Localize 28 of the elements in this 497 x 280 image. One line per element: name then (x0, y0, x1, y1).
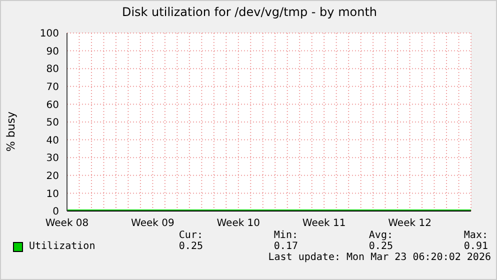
x-tick-label: Week 12 (388, 218, 432, 230)
y-tick-label: 90 (46, 46, 59, 58)
y-tick-label: 80 (46, 64, 59, 76)
y-tick-label: 40 (46, 135, 59, 146)
text: 0.91 (462, 241, 488, 252)
x-tick-label: Week 09 (131, 218, 174, 230)
text: 0.25 (178, 241, 203, 252)
x-tick-label: Week 10 (216, 218, 260, 230)
y-tick-label: 50 (46, 118, 59, 129)
text: Max: (462, 230, 488, 241)
legend-label: Utilization (29, 241, 96, 252)
text: 0.25 (368, 241, 393, 252)
y-tick-label: 10 (46, 188, 59, 200)
y-tick-label: 20 (46, 170, 59, 182)
y-tick-label: 0 (52, 206, 59, 218)
text: Cur: (178, 230, 203, 241)
x-tick-label: Week 08 (45, 218, 89, 230)
y-tick-label: 30 (46, 153, 59, 164)
x-tick-label: Week 11 (302, 218, 346, 230)
y-tick-label: 70 (46, 82, 59, 93)
y-tick-label: 100 (40, 28, 59, 40)
text: Min: (272, 230, 298, 241)
y-axis-title: % busy (4, 111, 18, 152)
text: Last update: Mon Mar 23 06:20:02 2026 (267, 252, 491, 263)
y-tick-label: 60 (46, 100, 59, 111)
text: 0.17 (272, 241, 298, 252)
chart-title: Disk utilization for /dev/vg/tmp - by month (120, 5, 378, 19)
text: Avg: (368, 230, 393, 241)
